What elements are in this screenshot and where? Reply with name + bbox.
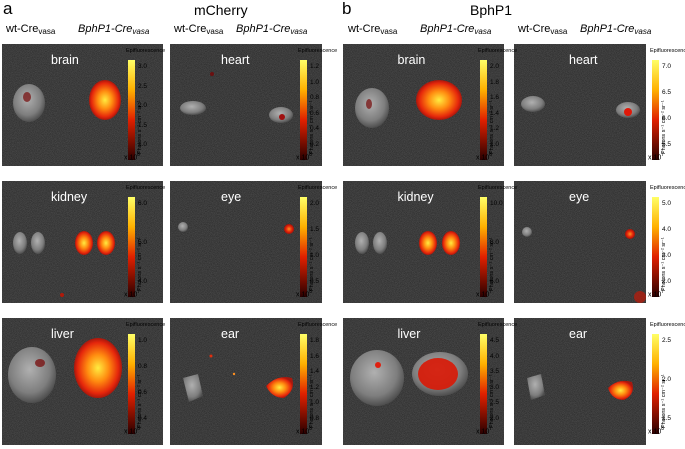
wt-kidney-right <box>373 232 387 254</box>
colorbar-b-liver <box>480 334 487 434</box>
tile-a-liver <box>2 318 163 445</box>
colorbar-a-liver <box>128 334 135 434</box>
colorbar-a-ear <box>300 334 307 434</box>
bphp1-brain-signal <box>416 80 462 120</box>
wt-kidney-left <box>13 232 27 254</box>
colorbar-b-ear <box>652 334 659 434</box>
wt-ear-tissue <box>527 374 545 400</box>
wt-kidney-left <box>355 232 369 254</box>
tile-a-eye <box>170 181 322 303</box>
tile-a-brain <box>2 44 163 166</box>
bphp1-kidney-right <box>97 231 115 255</box>
tile-b-liver <box>343 318 504 445</box>
bphp1-ear-signal <box>266 377 293 398</box>
tile-b-heart <box>514 44 646 166</box>
wt-eye-tissue <box>522 227 532 237</box>
bphp1-kidney-left <box>419 231 437 255</box>
wt-eye-tissue <box>178 222 188 232</box>
colorbar-b-brain <box>480 60 487 160</box>
tile-b-ear <box>514 318 646 445</box>
bphp1-kidney-left <box>75 231 93 255</box>
bphp1-kidney-right <box>442 231 460 255</box>
colorbars <box>128 60 659 434</box>
bphp1-eye-signal <box>625 229 635 239</box>
bphp1-eye-signal <box>284 224 294 234</box>
bphp1-brain-signal <box>89 80 121 120</box>
colorbar-a-heart <box>300 60 307 160</box>
wt-ear-tissue <box>183 374 203 402</box>
tile-a-heart <box>170 44 322 166</box>
wt-liver-tissue <box>350 350 404 406</box>
tile-a-ear <box>170 318 322 445</box>
bphp1-ear-signal <box>608 380 633 400</box>
colorbar-b-kidney <box>480 197 487 297</box>
wt-brain-tissue <box>355 88 389 128</box>
colorbar-a-brain <box>128 60 135 160</box>
tile-b-eye <box>514 181 646 303</box>
colorbar-b-heart <box>652 60 659 160</box>
bphp1-liver-signal <box>74 338 122 398</box>
tile-a-kidney <box>2 181 163 303</box>
wt-brain-tissue <box>13 84 45 122</box>
tile-b-kidney <box>343 181 504 303</box>
tile-b-brain <box>343 44 504 166</box>
colorbar-a-eye <box>300 197 307 297</box>
wt-heart-tissue <box>521 96 545 112</box>
colorbar-a-kidney <box>128 197 135 297</box>
wt-kidney-right <box>31 232 45 254</box>
wt-liver-tissue <box>8 347 56 403</box>
colorbar-b-eye <box>652 197 659 297</box>
wt-heart-tissue <box>180 101 206 115</box>
bphp1-liver-signal <box>418 358 458 390</box>
